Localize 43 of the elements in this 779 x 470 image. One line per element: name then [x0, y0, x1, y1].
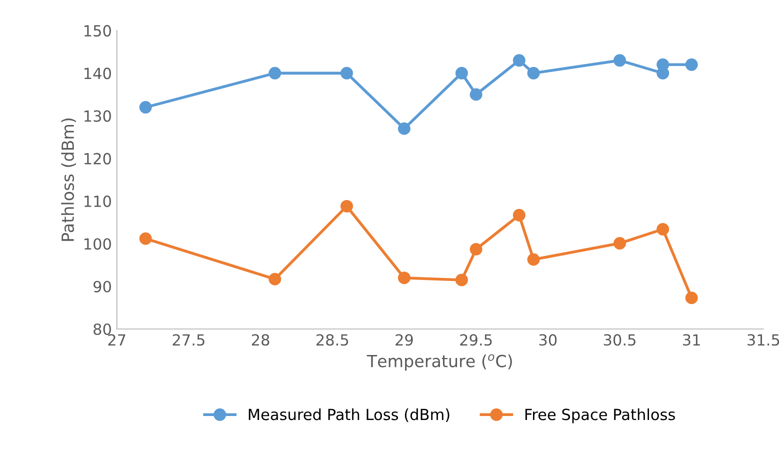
y-axis-title: Pathloss (dBm): [61, 118, 76, 241]
x-tick-label: 30: [539, 334, 557, 346]
y-tick-label: 120: [84, 152, 111, 164]
point: [268, 66, 282, 80]
x-tick-label: 29.5: [460, 334, 492, 346]
point: [139, 232, 152, 245]
x-tick-label: 27.5: [172, 334, 204, 346]
x-tick-label: 28.5: [316, 334, 348, 346]
point: [613, 54, 626, 67]
y-tick-label: 150: [84, 25, 111, 37]
y-tick-label: 100: [84, 238, 111, 250]
point: [527, 253, 540, 266]
x-axis-title: Temperature ($^{o}$C): [366, 354, 512, 371]
x-tick-label: 31.5: [748, 334, 779, 346]
x-tick-label: 30.5: [604, 334, 636, 346]
point: [139, 101, 152, 114]
y-tick-label: 110: [84, 196, 111, 208]
x-tick-label: 31: [683, 334, 700, 346]
point: [656, 222, 670, 236]
x-tick-label: 29: [396, 334, 413, 346]
point: [470, 243, 482, 256]
legend-label: Measured Path Loss (dBm): [248, 408, 450, 422]
y-tick-label: 130: [84, 110, 111, 122]
point: [398, 272, 410, 284]
legend-label: Free Space Pathloss: [525, 408, 675, 424]
y-tick-label: 80: [94, 323, 111, 336]
point: [470, 88, 482, 101]
point: [512, 54, 526, 67]
point: [455, 66, 468, 80]
x-tick-label: 27: [108, 334, 126, 346]
point: [512, 208, 526, 222]
point: [340, 200, 353, 212]
point: [268, 272, 282, 286]
point: [685, 58, 698, 71]
y-tick-label: 90: [94, 280, 111, 292]
point: [527, 66, 540, 80]
point: [685, 292, 698, 304]
point: [340, 66, 353, 80]
point: [613, 237, 626, 250]
point: [455, 274, 468, 286]
x-tick-label: 28: [252, 334, 270, 346]
y-tick-label: 140: [84, 68, 111, 80]
point: [398, 122, 410, 135]
